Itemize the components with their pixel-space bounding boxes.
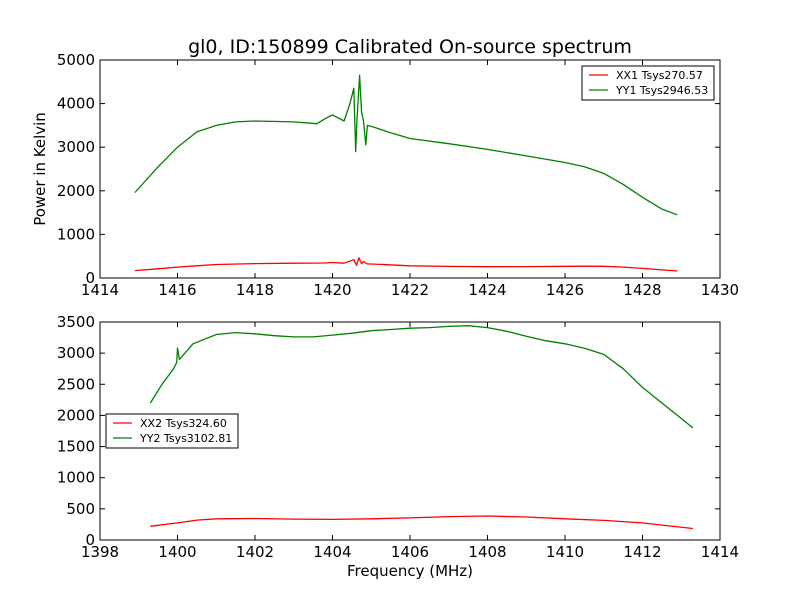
y-tick-label: 1500: [57, 438, 95, 456]
legend-label: YY2 Tsys3102.81: [139, 432, 232, 445]
series-line-1-1: [134, 257, 678, 272]
y-tick-label: 3500: [57, 313, 95, 331]
x-tick-label: 1400: [158, 543, 196, 561]
y-tick-label: 0: [85, 531, 95, 549]
legend-label: YY1 Tsys2946.53: [615, 84, 708, 97]
legend-box: [105, 413, 239, 449]
series-line-1-2: [134, 74, 678, 216]
y-axis-label: Power in Kelvin: [31, 112, 49, 226]
x-tick-label: 1422: [391, 281, 429, 299]
x-tick-label: 1398: [81, 543, 119, 561]
x-tick-label: 1418: [236, 281, 274, 299]
x-tick-label: 1412: [623, 543, 661, 561]
legend-label: XX2 Tsys324.60: [140, 417, 227, 430]
x-tick-label: 1424: [468, 281, 506, 299]
panel-2: 1398 1400 1402 1404 1406 1408 1410 1412 1414 0 500…: [57, 313, 739, 580]
x-tick-label: 1408: [468, 543, 506, 561]
y-tick-label: 2000: [57, 182, 95, 200]
y-tick-label: 500: [66, 500, 95, 518]
legend-box: [581, 65, 715, 101]
legend: XX2 Tsys324.60 YY2 Tsys3102.81: [105, 413, 239, 449]
x-tick-label: 1404: [313, 543, 351, 561]
y-tick-label: 1000: [57, 469, 95, 487]
y-tick-label: 1000: [57, 225, 95, 243]
y-tick-label: 4000: [57, 95, 95, 113]
series-line-2-1: [150, 515, 693, 530]
x-tick-label: 1428: [623, 281, 661, 299]
y-tick-label: 3000: [57, 344, 95, 362]
chart-title: gl0, ID:150899 Calibrated On-source spec…: [188, 36, 632, 58]
x-tick-label: 1406: [391, 543, 429, 561]
y-tick-label: 2500: [57, 375, 95, 393]
x-tick-label: 1430: [701, 281, 739, 299]
x-axis-label: Frequency (MHz): [347, 562, 473, 580]
x-tick-label: 1414: [81, 281, 119, 299]
x-tick-label: 1402: [236, 543, 274, 561]
x-tick-label: 1410: [546, 543, 584, 561]
series-line-2-2: [149, 325, 694, 429]
x-tick-label: 1426: [546, 281, 584, 299]
y-tick-label: 3000: [57, 138, 95, 156]
x-tick-label: 1420: [313, 281, 351, 299]
legend: XX1 Tsys270.57 YY1 Tsys2946.53: [581, 65, 715, 101]
legend-label: XX1 Tsys270.57: [616, 69, 703, 82]
y-tick-label: 2000: [57, 406, 95, 424]
x-tick-label: 1416: [158, 281, 196, 299]
panel-1: 1414 1416 1418 1420 1422 1424 1426 1428 1430 0 100…: [31, 36, 739, 299]
y-tick-label: 0: [85, 269, 95, 287]
y-tick-label: 5000: [57, 51, 95, 69]
x-tick-label: 1414: [701, 543, 739, 561]
